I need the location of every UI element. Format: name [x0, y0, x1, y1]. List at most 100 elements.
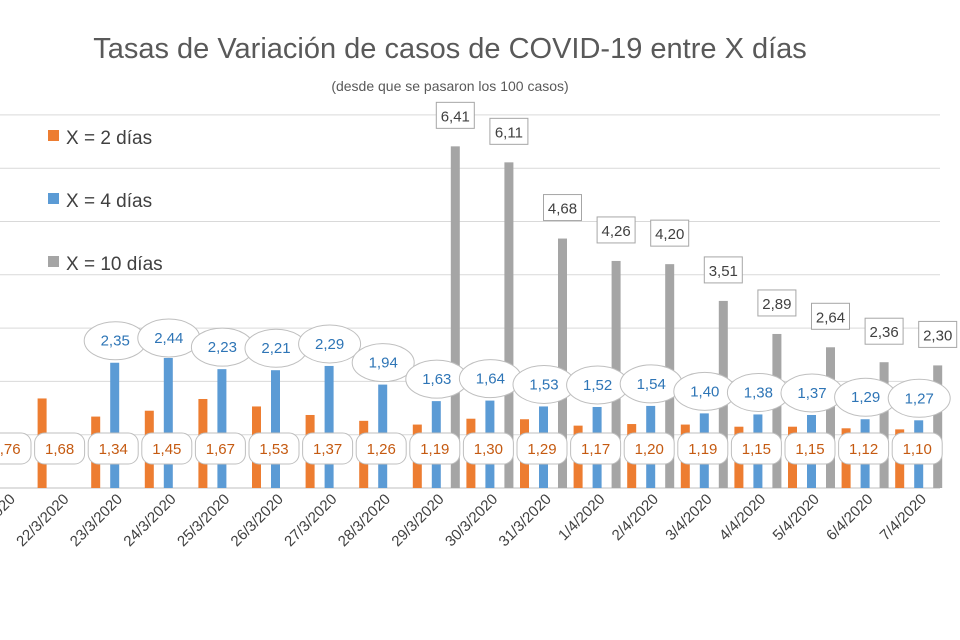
legend-label-4-dias: X = 4 días	[66, 191, 152, 212]
data-label-10-dias: 2,64	[816, 309, 845, 326]
data-label-box	[730, 432, 782, 465]
bar	[163, 357, 173, 488]
data-label-2-dias: 1,34	[99, 441, 128, 458]
data-label-2-dias: 1,45	[152, 441, 181, 458]
data-label-box	[302, 432, 354, 465]
legend-swatch-4-dias	[48, 193, 59, 204]
data-labels: 1,76 1,68 1,34 2,35 1,45 2,44 1,67 2,23 1,53 2,21…	[0, 101, 958, 465]
x-tick-label: 30/3/2020	[442, 491, 501, 550]
bar	[450, 146, 460, 489]
x-tick-label: 5/4/2020	[770, 491, 823, 544]
data-label-2-dias: 1,20	[635, 441, 664, 458]
data-label-4-dias: 1,38	[744, 384, 773, 401]
bar	[826, 347, 835, 488]
data-label-4-dias: 1,63	[422, 371, 451, 388]
x-tick-label: 26/3/2020	[228, 491, 287, 550]
data-label-2-dias: 1,26	[367, 441, 396, 458]
data-label-2-dias: 1,37	[313, 441, 342, 458]
data-label-4-dias: 2,35	[101, 333, 130, 350]
data-label-4-dias: 1,94	[369, 355, 398, 372]
data-label-ellipse	[351, 343, 415, 383]
bar	[933, 365, 943, 488]
x-tick-label: 1/4/2020	[555, 491, 608, 544]
data-label-2-dias: 1,67	[206, 441, 235, 458]
data-label-box	[864, 317, 904, 345]
data-label-box	[650, 219, 690, 247]
bar	[772, 333, 782, 488]
bar	[504, 162, 514, 488]
data-label-2-dias: 1,53	[259, 441, 288, 458]
bar	[324, 365, 334, 488]
legend-swatch-2-dias	[48, 130, 59, 141]
x-tick-label: 22/3/2020	[13, 491, 72, 550]
data-label-box	[409, 432, 461, 465]
data-label-2-dias: 1,19	[420, 441, 449, 458]
data-label-4-dias: 1,27	[905, 390, 934, 407]
x-tick-label: 28/3/2020	[335, 491, 394, 550]
data-label-box	[918, 320, 958, 348]
data-label-box	[891, 432, 943, 465]
x-tick-label: 6/4/2020	[823, 491, 876, 544]
x-tick-label: 24/3/2020	[120, 491, 179, 550]
bar	[110, 362, 120, 488]
data-label-box	[570, 432, 622, 465]
data-label-10-dias: 2,30	[923, 327, 952, 344]
data-label-2-dias: 1,30	[474, 441, 503, 458]
data-label-10-dias: 4,20	[655, 226, 684, 243]
data-label-2-dias: 1,10	[903, 441, 932, 458]
data-label-4-dias: 1,37	[797, 385, 826, 402]
data-label-4-dias: 2,23	[208, 339, 237, 356]
data-label-2-dias: 1,29	[527, 441, 556, 458]
data-label-10-dias: 6,11	[495, 124, 523, 141]
data-label-4-dias: 2,21	[261, 340, 290, 357]
data-label-box	[623, 432, 675, 465]
data-label-2-dias: 1,12	[849, 441, 878, 458]
data-label-10-dias: 2,89	[762, 296, 791, 313]
data-label-2-dias: 1,76	[0, 441, 21, 458]
data-label-10-dias: 3,51	[709, 263, 738, 280]
data-label-box	[811, 302, 850, 330]
data-label-4-dias: 2,44	[154, 330, 183, 347]
data-label-box	[784, 432, 836, 465]
x-tick-label: 2/4/2020	[609, 491, 662, 544]
x-tick-label: 31/3/2020	[496, 491, 555, 550]
bar	[217, 369, 227, 488]
bar	[271, 370, 280, 488]
data-label-10-dias: 4,68	[548, 201, 577, 218]
data-label-box	[355, 432, 407, 465]
data-label-2-dias: 1,15	[795, 441, 824, 458]
x-tick-label: 4/4/2020	[716, 491, 769, 544]
x-tick-label: 23/3/2020	[67, 491, 126, 550]
data-label-ellipse	[887, 378, 951, 418]
x-tick-label: 3/4/2020	[662, 491, 715, 544]
x-tick-labels: 21/3/202022/3/202023/3/202024/3/202025/3…	[0, 491, 930, 550]
data-label-box	[516, 432, 568, 465]
data-label-4-dias: 1,52	[583, 377, 612, 394]
data-label-box	[838, 432, 890, 465]
data-label-box	[757, 289, 797, 317]
data-label-10-dias: 6,41	[441, 108, 470, 125]
x-tick-label: 25/3/2020	[174, 491, 233, 550]
data-label-2-dias: 1,68	[45, 441, 74, 458]
data-label-box	[141, 432, 193, 465]
bar	[879, 362, 889, 488]
x-tick-label: 7/4/2020	[877, 491, 930, 544]
data-label-box	[87, 432, 139, 465]
bar	[558, 238, 567, 488]
data-label-box	[435, 101, 475, 129]
data-label-box	[703, 256, 743, 284]
data-label-box	[248, 432, 300, 465]
legend-label-10-dias: X = 10 días	[66, 254, 163, 275]
data-label-box	[34, 432, 86, 465]
data-label-4-dias: 1,53	[529, 376, 558, 393]
data-label-4-dias: 2,29	[315, 336, 344, 353]
x-tick-label: 29/3/2020	[388, 491, 447, 550]
data-label-box	[543, 194, 582, 222]
data-label-10-dias: 2,36	[869, 324, 898, 341]
data-label-4-dias: 1,64	[476, 371, 505, 388]
chart-title: Tasas de Variación de casos de COVID-19 …	[93, 33, 807, 65]
data-label-4-dias: 1,29	[851, 389, 880, 406]
data-label-ellipse	[298, 324, 362, 364]
